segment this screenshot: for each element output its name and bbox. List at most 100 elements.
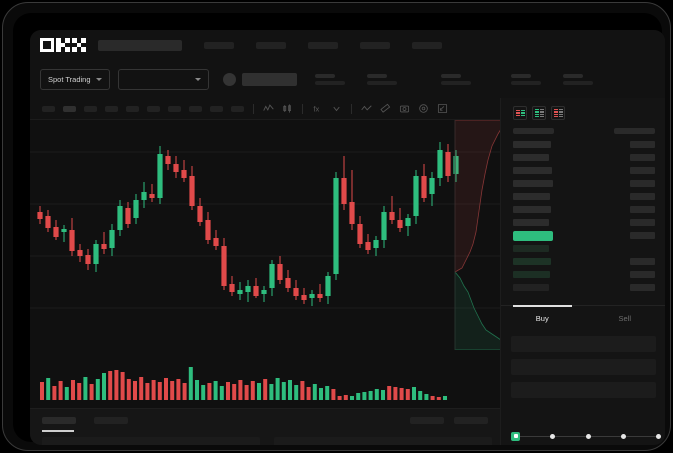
order-book-amount-bar <box>630 232 655 239</box>
total-input[interactable] <box>511 382 656 398</box>
orderbook-asks-icon[interactable] <box>551 106 565 120</box>
orders-block-right <box>274 437 492 445</box>
timeframe-button-active[interactable] <box>63 105 76 112</box>
order-book-spread-row[interactable] <box>513 229 655 242</box>
okx-logo-o-icon <box>40 38 54 52</box>
timeframe-button[interactable] <box>168 105 181 112</box>
order-book-amount-bar <box>630 141 655 148</box>
order-book-ask-row[interactable] <box>513 177 655 190</box>
market-stat <box>440 73 471 85</box>
fullscreen-icon[interactable] <box>437 103 448 114</box>
trade-form-fields <box>511 336 656 398</box>
orders-action-1[interactable] <box>410 417 444 424</box>
stepper-step-4[interactable] <box>620 433 626 439</box>
orderbook-both-icon[interactable] <box>513 106 527 120</box>
tab-buy[interactable]: Buy <box>501 305 584 331</box>
timeframe-button[interactable] <box>231 105 244 112</box>
device-bezel: Spot Trading <box>13 13 665 445</box>
nav-link-2[interactable] <box>256 41 286 49</box>
order-book-header-amount <box>614 128 655 134</box>
order-book-ask-row[interactable] <box>513 151 655 164</box>
order-book-price-bar <box>513 219 549 226</box>
order-book-price-bar <box>513 206 551 213</box>
market-pair-dropdown[interactable] <box>117 68 209 90</box>
stat-label <box>366 73 387 78</box>
market-stats-row <box>314 73 593 85</box>
orderbook-bids-icon[interactable] <box>532 106 546 120</box>
order-book-amount-bar <box>630 167 655 174</box>
timeframe-button[interactable] <box>84 105 97 112</box>
order-book-price-bar <box>513 167 552 174</box>
stepper-step-2[interactable] <box>550 433 556 439</box>
volume-chart[interactable] <box>30 350 500 408</box>
trend-line-icon[interactable] <box>361 103 372 114</box>
order-book-bid-row[interactable] <box>513 281 655 294</box>
candlestick-chart[interactable] <box>30 120 500 350</box>
timeframe-button[interactable] <box>189 105 202 112</box>
toolbar-divider <box>302 103 303 114</box>
okx-logo[interactable] <box>40 38 86 52</box>
orders-content-blocks <box>42 437 492 445</box>
ruler-icon[interactable] <box>380 103 391 114</box>
order-book-panel: Buy Sell <box>500 98 665 445</box>
order-book-ask-row[interactable] <box>513 216 655 229</box>
stepper-step-1[interactable] <box>511 431 520 441</box>
okx-logo-x-icon <box>72 38 86 52</box>
toolbar-divider <box>253 103 254 114</box>
nav-link-5[interactable] <box>412 41 442 49</box>
amount-input[interactable] <box>511 359 656 375</box>
nav-link-4[interactable] <box>360 41 390 49</box>
trading-mode-dropdown[interactable]: Spot Trading <box>40 68 110 90</box>
order-book-bid-row[interactable] <box>513 242 655 255</box>
candle-chart-icon[interactable] <box>282 103 293 114</box>
stat-value <box>562 80 593 85</box>
price-input[interactable] <box>511 336 656 352</box>
line-chart-icon[interactable] <box>263 103 274 114</box>
stat-value <box>440 80 471 85</box>
order-book-amount-bar <box>630 284 655 291</box>
market-sub-header: Spot Trading <box>30 60 665 98</box>
tab-sell[interactable]: Sell <box>584 306 666 331</box>
settings-gear-icon[interactable] <box>418 103 429 114</box>
indicators-icon[interactable]: fx <box>312 103 323 114</box>
timeframe-button[interactable] <box>147 105 160 112</box>
timeframe-button[interactable] <box>105 105 118 112</box>
nav-link-1[interactable] <box>204 41 234 49</box>
nav-link-3[interactable] <box>308 41 338 49</box>
market-stat <box>562 73 593 85</box>
svg-text:fx: fx <box>313 104 319 113</box>
order-book-ask-row[interactable] <box>513 164 655 177</box>
stepper-step-5[interactable] <box>656 433 661 439</box>
order-book-price-bar <box>513 271 550 278</box>
order-book-bid-row[interactable] <box>513 255 655 268</box>
orders-action-2[interactable] <box>454 417 488 424</box>
stat-label <box>440 73 461 78</box>
camera-icon[interactable] <box>399 103 410 114</box>
chart-toolbar: fx <box>30 98 500 120</box>
order-book-amount-bar <box>630 206 655 213</box>
chevron-down-icon[interactable] <box>331 103 342 114</box>
order-book-mode-buttons <box>501 98 665 126</box>
orders-tab-history[interactable] <box>94 417 128 424</box>
order-book-ask-row[interactable] <box>513 190 655 203</box>
order-book-price-bar <box>513 284 549 291</box>
order-book-bid-row[interactable] <box>513 268 655 281</box>
volume-chart-canvas <box>40 367 447 400</box>
stat-label <box>314 73 335 78</box>
order-book-ask-row[interactable] <box>513 203 655 216</box>
tab-buy-label: Buy <box>535 314 549 323</box>
orders-tab-open[interactable] <box>42 417 76 424</box>
order-book-price-bar <box>513 258 551 265</box>
order-book-ask-row[interactable] <box>513 138 655 151</box>
stepper-step-3[interactable] <box>585 433 591 439</box>
order-book-amount-bar <box>630 193 655 200</box>
timeframe-button[interactable] <box>42 105 55 112</box>
timeframe-button[interactable] <box>126 105 139 112</box>
timeframe-button[interactable] <box>210 105 223 112</box>
market-stat <box>510 73 541 85</box>
tab-sell-label: Sell <box>618 314 631 323</box>
candlestick-chart-canvas <box>30 120 500 350</box>
coin-icon <box>222 72 236 86</box>
okx-logo-k-icon <box>56 38 70 52</box>
